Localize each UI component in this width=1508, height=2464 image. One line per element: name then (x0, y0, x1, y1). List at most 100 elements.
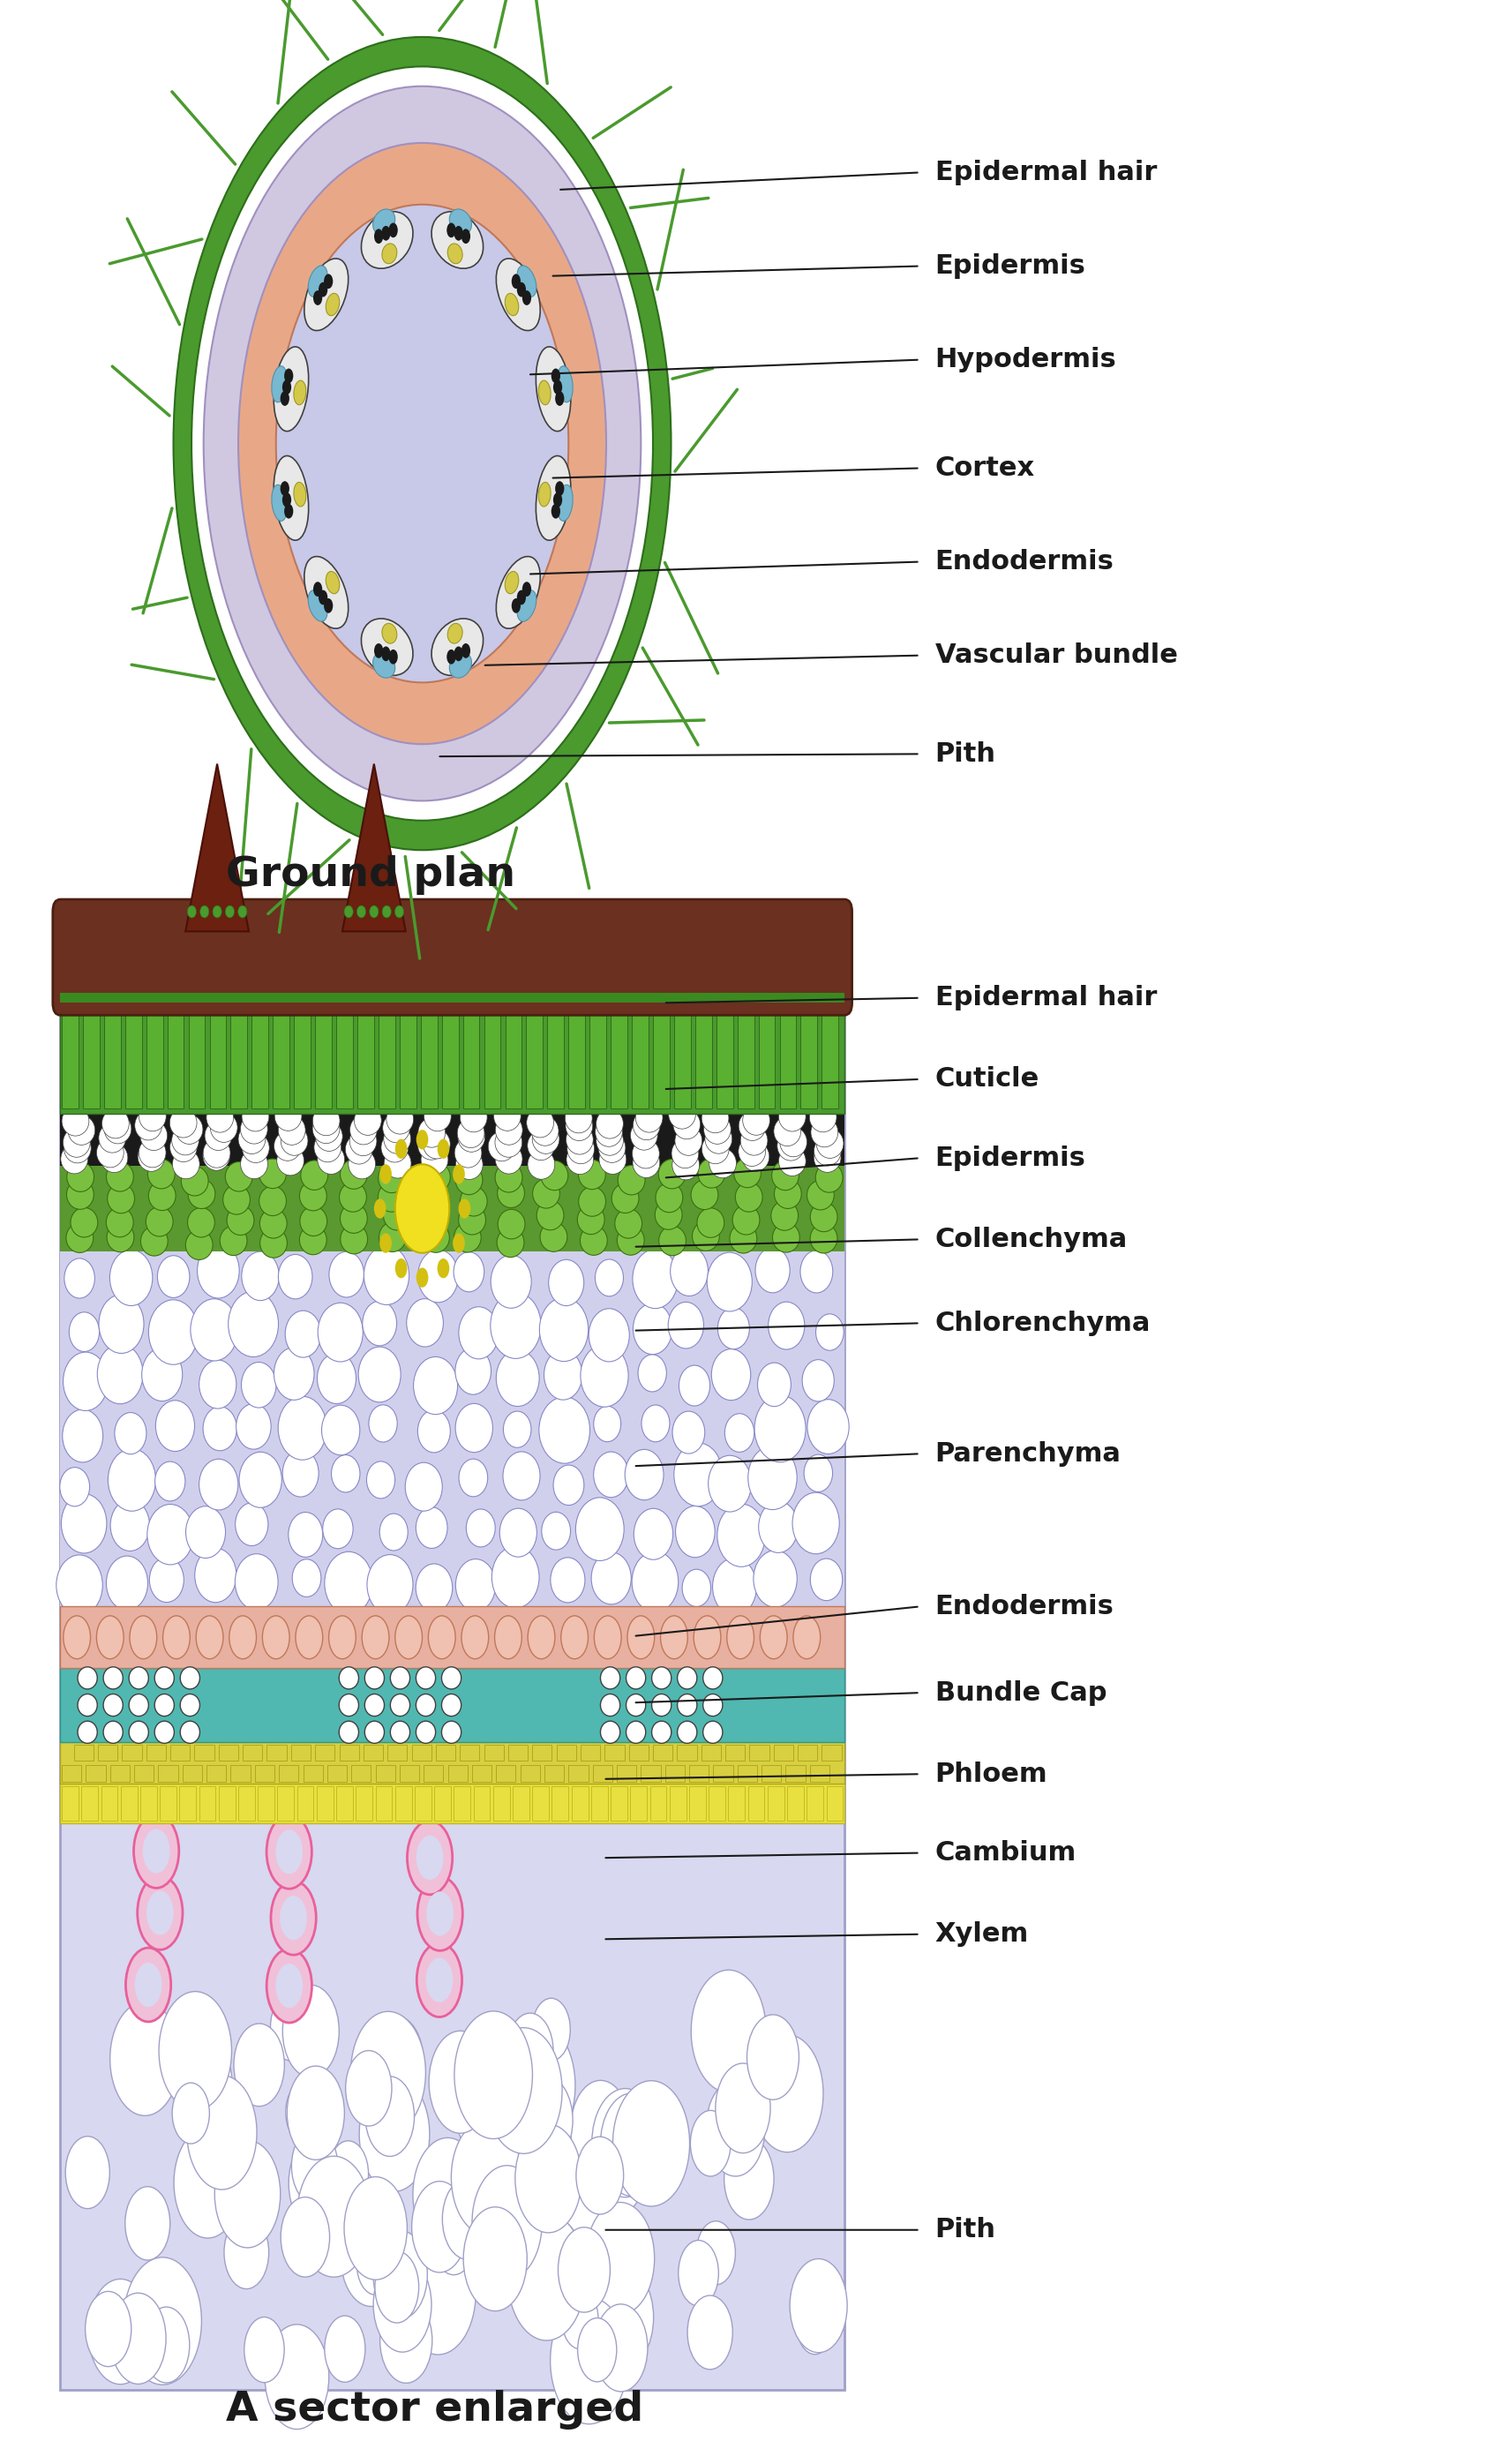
Bar (617, 1764, 636, 1781)
Bar (315, 1008, 332, 1109)
Bar (822, 1745, 841, 1759)
Ellipse shape (379, 1183, 406, 1212)
Ellipse shape (413, 1358, 457, 1414)
Ellipse shape (312, 1106, 339, 1136)
Ellipse shape (772, 1222, 799, 1252)
Bar (463, 1008, 480, 1109)
Circle shape (291, 2129, 338, 2203)
Ellipse shape (62, 1409, 103, 1461)
Ellipse shape (561, 1616, 588, 1658)
Bar (569, 1764, 588, 1781)
Ellipse shape (172, 1148, 199, 1178)
Circle shape (486, 2028, 562, 2154)
Ellipse shape (78, 1695, 97, 1715)
Ellipse shape (703, 1722, 722, 1745)
Ellipse shape (538, 379, 550, 404)
Ellipse shape (651, 1666, 671, 1690)
Circle shape (555, 480, 564, 495)
Ellipse shape (754, 1550, 798, 1607)
Ellipse shape (416, 1695, 436, 1715)
Ellipse shape (130, 1695, 148, 1715)
Bar (611, 1008, 627, 1109)
Bar (508, 1745, 528, 1759)
Ellipse shape (698, 1158, 725, 1188)
Ellipse shape (185, 1230, 213, 1259)
Ellipse shape (262, 1616, 290, 1658)
Circle shape (463, 2208, 528, 2311)
Ellipse shape (458, 1306, 499, 1360)
Ellipse shape (556, 485, 573, 520)
Ellipse shape (596, 1126, 623, 1156)
Ellipse shape (323, 1508, 353, 1550)
Ellipse shape (339, 1695, 359, 1715)
Ellipse shape (149, 1557, 184, 1602)
Bar (170, 1745, 190, 1759)
Ellipse shape (579, 1188, 606, 1217)
Polygon shape (342, 764, 406, 931)
Circle shape (553, 493, 562, 508)
Ellipse shape (383, 1114, 410, 1143)
Bar (787, 1786, 804, 1821)
Text: Chlorenchyma: Chlorenchyma (935, 1311, 1151, 1335)
Ellipse shape (383, 1200, 410, 1230)
Ellipse shape (229, 1616, 256, 1658)
Circle shape (612, 2080, 689, 2205)
Circle shape (302, 246, 543, 641)
Ellipse shape (369, 1404, 397, 1441)
Ellipse shape (98, 1345, 143, 1404)
Circle shape (225, 2215, 268, 2289)
Ellipse shape (458, 1205, 486, 1234)
Circle shape (267, 1949, 312, 2023)
Ellipse shape (566, 1126, 593, 1156)
Bar (146, 1008, 163, 1109)
Ellipse shape (495, 1143, 522, 1173)
Bar (762, 1764, 781, 1781)
Ellipse shape (424, 1129, 451, 1158)
Bar (219, 1786, 235, 1821)
Bar (768, 1786, 784, 1821)
Ellipse shape (449, 653, 472, 678)
Ellipse shape (274, 1348, 314, 1400)
Text: Endodermis: Endodermis (935, 1594, 1114, 1619)
Ellipse shape (816, 1313, 843, 1350)
Bar (442, 1008, 458, 1109)
Ellipse shape (142, 1348, 182, 1402)
Ellipse shape (635, 1104, 662, 1133)
Ellipse shape (157, 1257, 190, 1299)
Ellipse shape (382, 623, 397, 643)
Ellipse shape (499, 1508, 537, 1557)
Ellipse shape (280, 1126, 308, 1156)
Ellipse shape (204, 1138, 231, 1168)
Ellipse shape (225, 1163, 252, 1193)
Bar (121, 1786, 137, 1821)
Ellipse shape (661, 1616, 688, 1658)
Circle shape (427, 1892, 454, 1937)
Bar (436, 1745, 455, 1759)
Ellipse shape (294, 379, 306, 404)
Ellipse shape (600, 1666, 620, 1690)
Circle shape (172, 2082, 210, 2144)
Ellipse shape (458, 1124, 486, 1153)
Ellipse shape (271, 367, 288, 402)
Ellipse shape (66, 1222, 93, 1252)
Ellipse shape (673, 1109, 700, 1138)
Ellipse shape (139, 1138, 166, 1168)
Ellipse shape (383, 1124, 410, 1153)
Ellipse shape (139, 1101, 166, 1131)
Ellipse shape (734, 1158, 762, 1188)
Ellipse shape (62, 1493, 107, 1552)
Circle shape (590, 2264, 653, 2370)
Bar (526, 1008, 543, 1109)
Bar (412, 1745, 431, 1759)
Circle shape (461, 643, 470, 658)
Bar (590, 1008, 606, 1109)
Ellipse shape (671, 1247, 709, 1296)
Ellipse shape (725, 1414, 754, 1451)
Bar (291, 1745, 311, 1759)
Bar (569, 1008, 585, 1109)
Ellipse shape (727, 1616, 754, 1658)
Ellipse shape (424, 1163, 451, 1193)
Ellipse shape (190, 1299, 238, 1360)
Bar (677, 1745, 697, 1759)
Bar (98, 1745, 118, 1759)
